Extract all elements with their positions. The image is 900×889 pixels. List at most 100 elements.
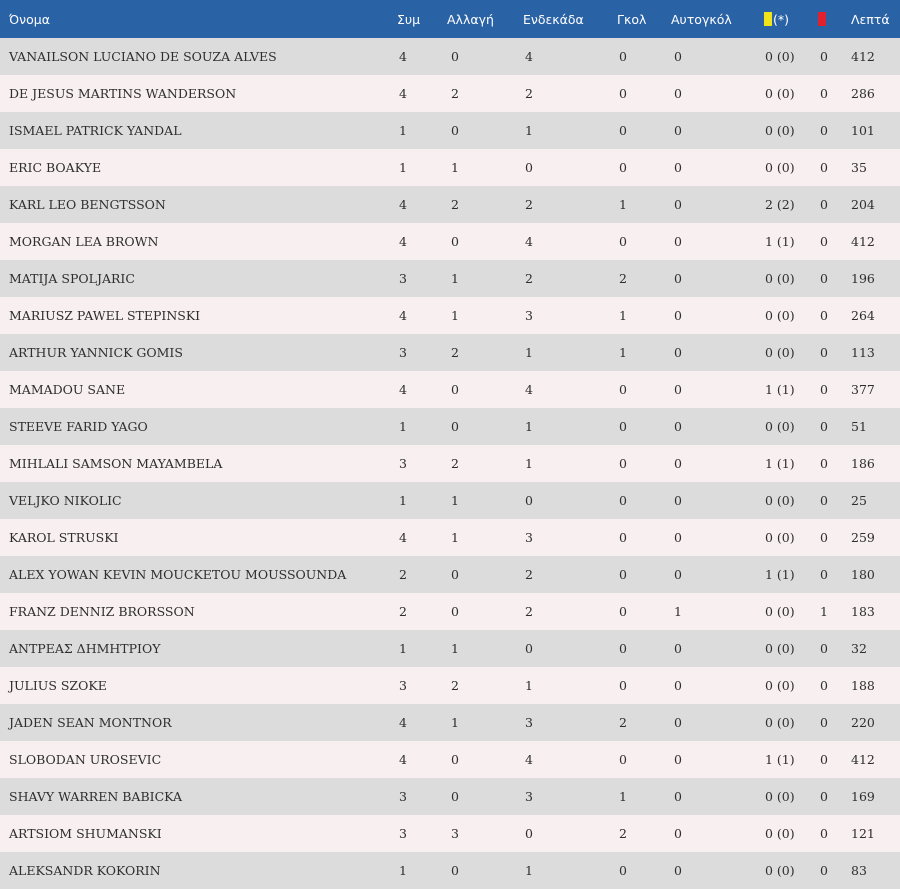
apps-value: 4 xyxy=(399,234,407,249)
red-cards-value: 0 xyxy=(820,789,828,804)
start-value: 4 xyxy=(525,49,533,64)
red-cards-value: 0 xyxy=(820,86,828,101)
red-cards-value: 0 xyxy=(820,493,828,508)
header-sub[interactable]: Αλλαγή xyxy=(447,11,494,27)
red-cards-value: 0 xyxy=(820,419,828,434)
start-value: 4 xyxy=(525,382,533,397)
header-apps[interactable]: Συμ xyxy=(397,11,421,27)
player-name[interactable]: ARTHUR YANNICK GOMIS xyxy=(9,345,183,360)
apps-value: 1 xyxy=(399,160,407,175)
player-name[interactable]: SHAVY WARREN BABICKA xyxy=(9,789,182,804)
own-goals-value: 0 xyxy=(674,86,682,101)
start-value: 1 xyxy=(525,678,533,693)
player-name[interactable]: MORGAN LEA BROWN xyxy=(9,234,159,249)
sub-value: 1 xyxy=(451,641,459,656)
yellow-cards-value: 1 (1) xyxy=(765,456,795,471)
table-row: MIHLALI SAMSON MAYAMBELA 3 2 1 0 0 1 (1) 0 186 xyxy=(0,445,900,482)
start-value: 2 xyxy=(525,604,533,619)
player-name[interactable]: MAMADOU SANE xyxy=(9,382,126,397)
player-name[interactable]: MIHLALI SAMSON MAYAMBELA xyxy=(9,456,223,471)
own-goals-value: 0 xyxy=(674,752,682,767)
player-name[interactable]: VANAILSON LUCIANO DE SOUZA ALVES xyxy=(9,49,277,64)
goals-value: 0 xyxy=(619,493,627,508)
apps-value: 3 xyxy=(399,826,407,841)
sub-value: 1 xyxy=(451,271,459,286)
player-name[interactable]: SLOBODAN UROSEVIC xyxy=(9,752,162,767)
table-row: ALEX YOWAN KEVIN MOUCKETOU MOUSSOUNDA 2 0 2… xyxy=(0,556,900,593)
player-name[interactable]: STEEVE FARID YAGO xyxy=(9,419,148,434)
apps-value: 4 xyxy=(399,382,407,397)
apps-value: 3 xyxy=(399,271,407,286)
apps-value: 1 xyxy=(399,641,407,656)
yellow-cards-value: 0 (0) xyxy=(765,604,795,619)
player-name[interactable]: ALEX YOWAN KEVIN MOUCKETOU MOUSSOUNDA xyxy=(9,567,347,582)
sub-value: 2 xyxy=(451,456,459,471)
yellow-cards-value: 1 (1) xyxy=(765,234,795,249)
own-goals-value: 0 xyxy=(674,715,682,730)
yellow-cards-value: 0 (0) xyxy=(765,49,795,64)
header-name[interactable]: Όνομα xyxy=(9,11,50,27)
start-value: 3 xyxy=(525,308,533,323)
table-row: DE JESUS MARTINS WANDERSON 4 2 2 0 0 0 (0) 0 286 xyxy=(0,75,900,112)
player-name[interactable]: MARIUSZ PAWEL STEPINSKI xyxy=(9,308,201,323)
red-cards-value: 0 xyxy=(820,345,828,360)
own-goals-value: 0 xyxy=(674,678,682,693)
red-cards-value: 0 xyxy=(820,456,828,471)
start-value: 0 xyxy=(525,641,533,656)
player-name[interactable]: ALEKSANDR KOKORIN xyxy=(9,863,161,878)
minutes-value: 186 xyxy=(851,456,875,471)
header-own-goals[interactable]: Αυτογκόλ xyxy=(671,11,732,27)
start-value: 2 xyxy=(525,86,533,101)
apps-value: 4 xyxy=(399,49,407,64)
header-goals[interactable]: Γκολ xyxy=(617,11,647,27)
table-row: ALEKSANDR KOKORIN 1 0 1 0 0 0 (0) 0 83 xyxy=(0,852,900,889)
minutes-value: 264 xyxy=(851,308,875,323)
header-minutes[interactable]: Λεπτά xyxy=(851,11,890,27)
apps-value: 3 xyxy=(399,789,407,804)
player-name[interactable]: ΑΝΤΡΕΑΣ ΔΗΜΗΤΡΙΟΥ xyxy=(9,641,161,656)
player-name[interactable]: VELJKO NIKOLIC xyxy=(9,493,122,508)
red-cards-value: 0 xyxy=(820,715,828,730)
sub-value: 0 xyxy=(451,419,459,434)
yellow-cards-value: 1 (1) xyxy=(765,752,795,767)
table-row: VELJKO NIKOLIC 1 1 0 0 0 0 (0) 0 25 xyxy=(0,482,900,519)
yellow-cards-value: 0 (0) xyxy=(765,160,795,175)
sub-value: 0 xyxy=(451,123,459,138)
table-row: JADEN SEAN MONTNOR 4 1 3 2 0 0 (0) 0 220 xyxy=(0,704,900,741)
header-yellow-cards[interactable]: (*) xyxy=(759,0,813,38)
sub-value: 0 xyxy=(451,863,459,878)
player-name[interactable]: ISMAEL PATRICK YANDAL xyxy=(9,123,182,138)
start-value: 4 xyxy=(525,752,533,767)
red-cards-value: 0 xyxy=(820,567,828,582)
goals-value: 2 xyxy=(619,826,627,841)
player-name[interactable]: FRANZ DENNIZ BRORSSON xyxy=(9,604,195,619)
goals-value: 0 xyxy=(619,456,627,471)
player-name[interactable]: JADEN SEAN MONTNOR xyxy=(9,715,172,730)
table-row: ΑΝΤΡΕΑΣ ΔΗΜΗΤΡΙΟΥ 1 1 0 0 0 0 (0) 0 32 xyxy=(0,630,900,667)
goals-value: 0 xyxy=(619,641,627,656)
header-start[interactable]: Ενδεκάδα xyxy=(523,11,584,27)
own-goals-value: 0 xyxy=(674,863,682,878)
red-cards-value: 0 xyxy=(820,123,828,138)
sub-value: 0 xyxy=(451,789,459,804)
player-name[interactable]: KAROL STRUSKI xyxy=(9,530,119,545)
player-name[interactable]: ERIC BOAKYE xyxy=(9,160,102,175)
red-cards-value: 0 xyxy=(820,826,828,841)
minutes-value: 412 xyxy=(851,49,875,64)
sub-value: 0 xyxy=(451,49,459,64)
apps-value: 1 xyxy=(399,419,407,434)
player-name[interactable]: KARL LEO BENGTSSON xyxy=(9,197,166,212)
player-name[interactable]: ARTSIOM SHUMANSKI xyxy=(9,826,162,841)
player-name[interactable]: MATIJA SPOLJARIC xyxy=(9,271,135,286)
own-goals-value: 0 xyxy=(674,271,682,286)
red-cards-value: 0 xyxy=(820,308,828,323)
player-name[interactable]: JULIUS SZOKE xyxy=(9,678,107,693)
own-goals-value: 0 xyxy=(674,123,682,138)
red-cards-value: 0 xyxy=(820,382,828,397)
goals-value: 1 xyxy=(619,308,627,323)
header-red-cards[interactable] xyxy=(813,0,838,38)
sub-value: 1 xyxy=(451,715,459,730)
player-name[interactable]: DE JESUS MARTINS WANDERSON xyxy=(9,86,237,101)
apps-value: 1 xyxy=(399,123,407,138)
